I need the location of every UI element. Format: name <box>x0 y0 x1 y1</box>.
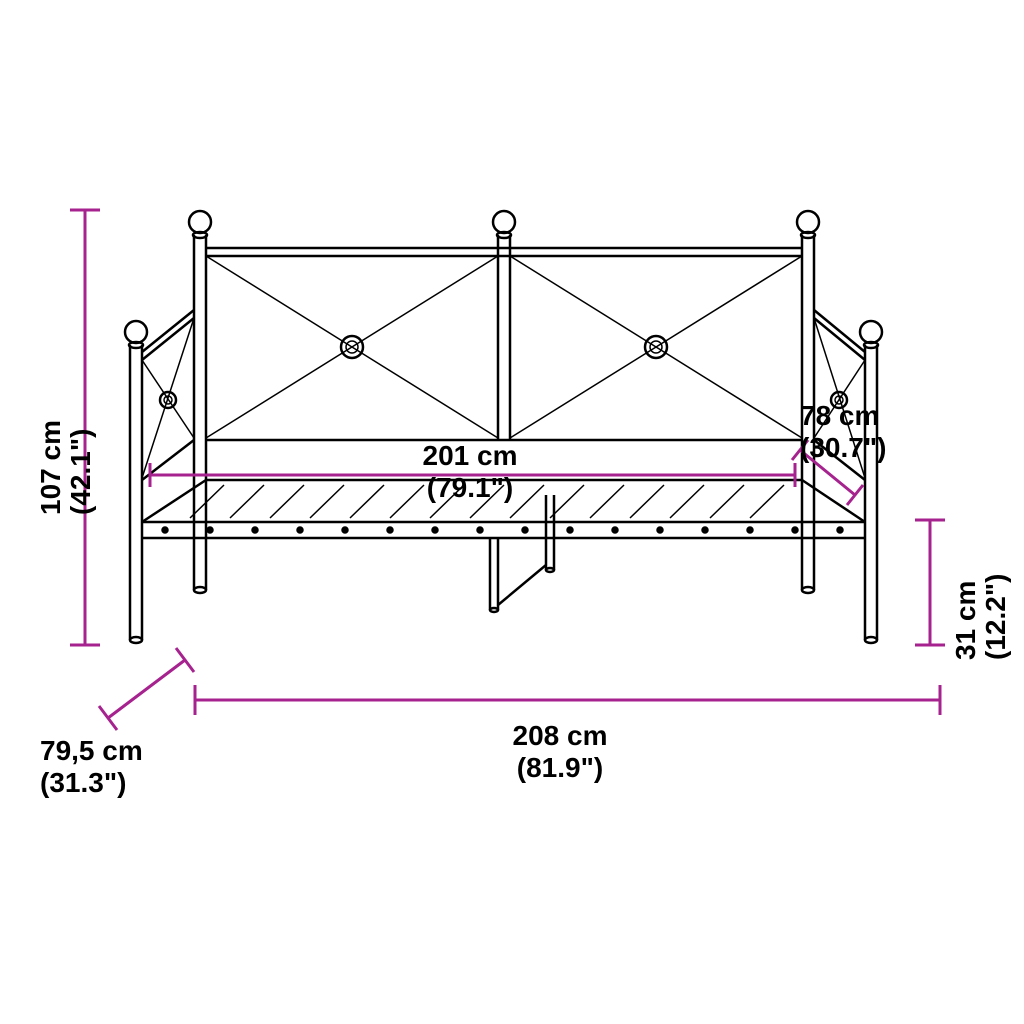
label-width-total: 208 cm(81.9") <box>513 720 608 783</box>
label-height: 107 cm(42.1") <box>35 420 96 515</box>
dimension-diagram: 107 cm(42.1") 79,5 cm(31.3") 208 cm(81.9… <box>0 0 1024 1024</box>
label-bed-height: 31 cm(12.2") <box>950 574 1011 660</box>
label-depth-inner: 78 cm(30.7") <box>800 400 886 463</box>
label-depth: 79,5 cm(31.3") <box>40 735 143 798</box>
product-drawing <box>125 211 882 643</box>
label-width-inner: 201 cm(79.1") <box>423 440 518 503</box>
